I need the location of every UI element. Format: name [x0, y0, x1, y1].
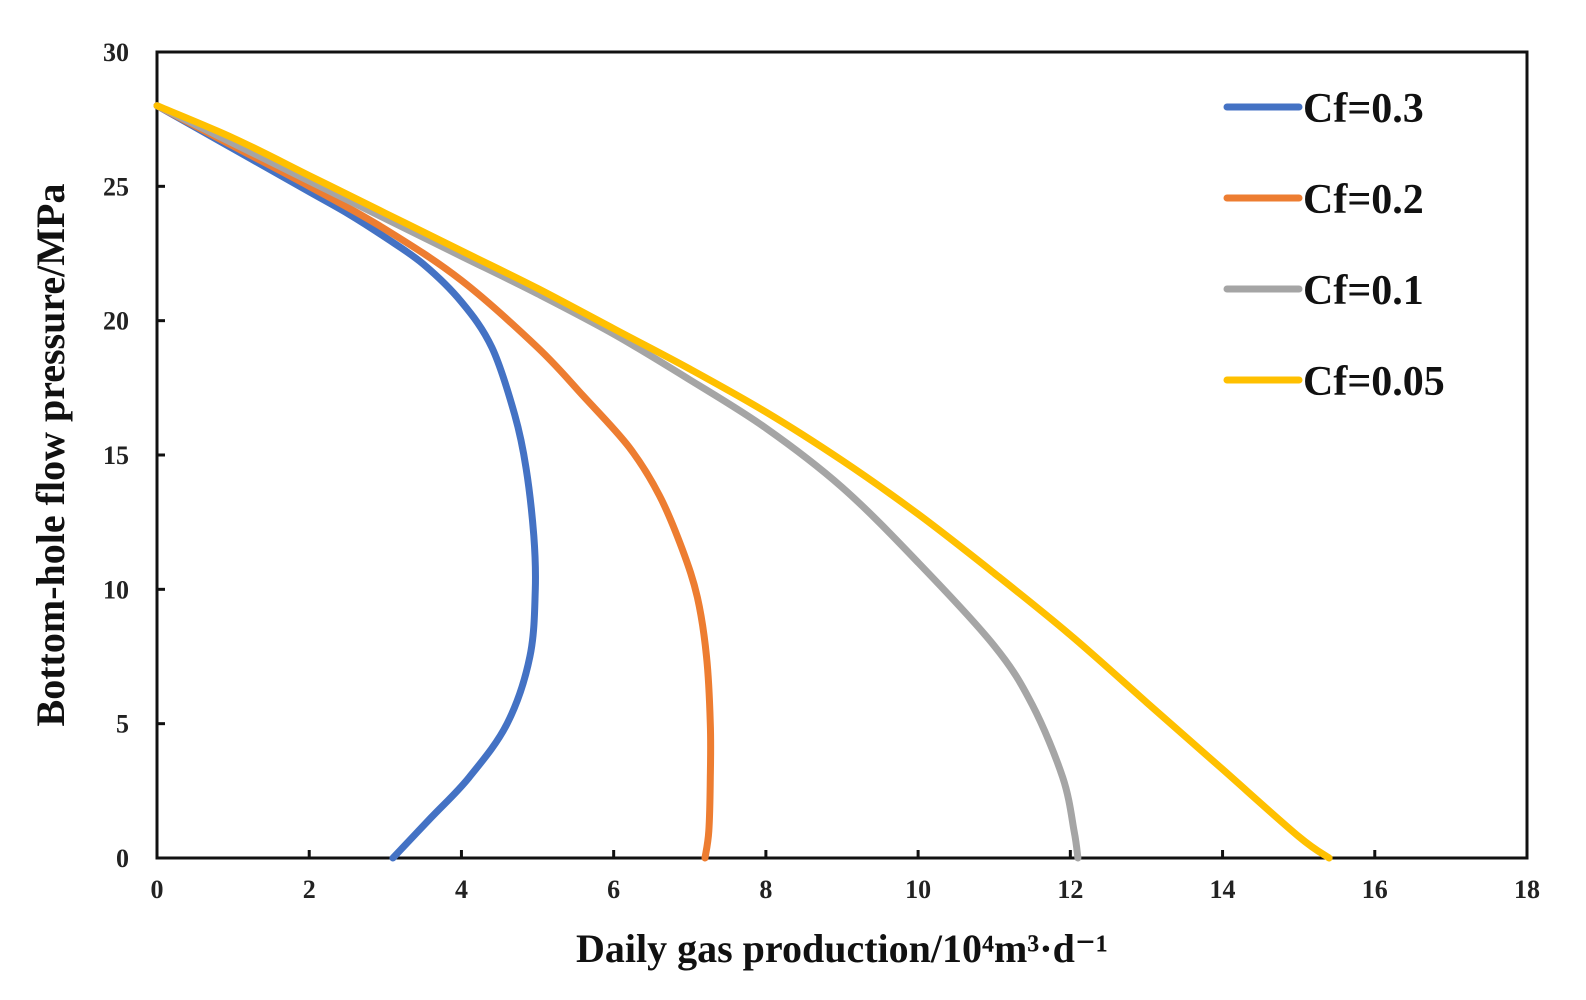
legend-label: Cf=0.1 — [1303, 268, 1424, 314]
legend: Cf=0.3 Cf=0.2 Cf=0.1 Cf=0.05 — [1223, 86, 1445, 405]
y-tick-label: 25 — [103, 172, 129, 201]
series-line-cf-0-2 — [153, 102, 715, 862]
legend-label: Cf=0.05 — [1303, 359, 1445, 405]
legend-label: Cf=0.2 — [1303, 177, 1424, 223]
x-tick-label: 12 — [1057, 875, 1083, 904]
x-tick-label: 8 — [759, 875, 772, 904]
x-tick-label: 2 — [303, 875, 316, 904]
x-tick-label: 14 — [1210, 875, 1236, 904]
y-axis-title: Bottom-hole flow pressure/MPa — [28, 184, 73, 727]
x-tick-label: 0 — [151, 875, 164, 904]
y-tick-label: 10 — [103, 575, 129, 604]
x-tick-label: 6 — [607, 875, 620, 904]
y-tick-label: 5 — [116, 710, 129, 739]
y-tick-label: 15 — [103, 441, 129, 470]
y-tick-label: 30 — [103, 38, 129, 67]
y-axis-ticks: 0 5 10 15 20 25 30 — [103, 38, 165, 873]
x-tick-label: 18 — [1514, 875, 1540, 904]
series-line-cf-0-3 — [153, 102, 540, 862]
x-tick-label: 10 — [905, 875, 931, 904]
series-line-cf-0-1 — [153, 102, 1082, 862]
plot-area — [155, 50, 1529, 860]
y-tick-label: 0 — [116, 844, 129, 873]
x-axis-title: Daily gas production/10⁴m³·d⁻¹ — [576, 926, 1108, 971]
series-line-cf-0-05 — [153, 102, 1333, 862]
x-tick-label: 16 — [1362, 875, 1388, 904]
y-tick-label: 20 — [103, 307, 129, 336]
legend-label: Cf=0.3 — [1303, 86, 1424, 132]
series-lines — [153, 102, 1333, 862]
x-tick-label: 4 — [455, 875, 468, 904]
x-axis-ticks: 0 2 4 6 8 10 12 14 16 18 — [151, 850, 1540, 904]
